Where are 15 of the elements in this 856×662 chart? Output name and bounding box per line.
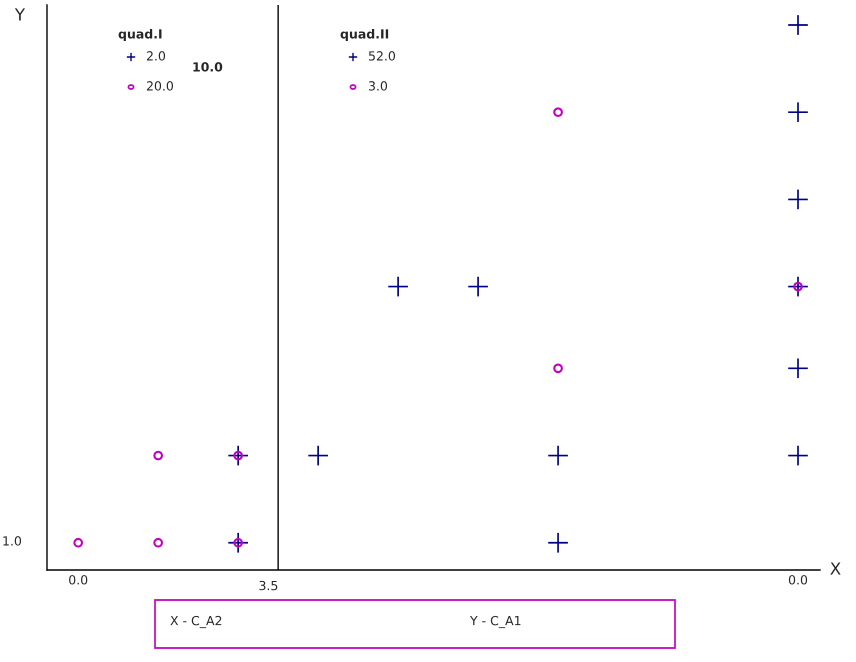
x-tick-label: 0.0 bbox=[69, 575, 88, 585]
text: X - C_A2 bbox=[170, 616, 222, 628]
text: 3.5 bbox=[259, 580, 278, 590]
text: 1.0 bbox=[3, 536, 22, 546]
x-tick-label: 0.0 bbox=[788, 575, 808, 585]
text: Y - C_A1 bbox=[470, 616, 520, 628]
annotation: 10.0 bbox=[193, 62, 222, 72]
annotation: quad.II bbox=[340, 28, 388, 42]
annotation: 2.0 bbox=[146, 51, 166, 61]
annotation: quad.I bbox=[118, 28, 162, 42]
annotation: 52.0 bbox=[368, 51, 395, 61]
x-axis-title: X bbox=[830, 562, 841, 575]
annotation: 20.0 bbox=[146, 81, 173, 91]
annotation: 3.0 bbox=[368, 81, 388, 91]
y-axis-title: Y bbox=[14, 8, 26, 20]
